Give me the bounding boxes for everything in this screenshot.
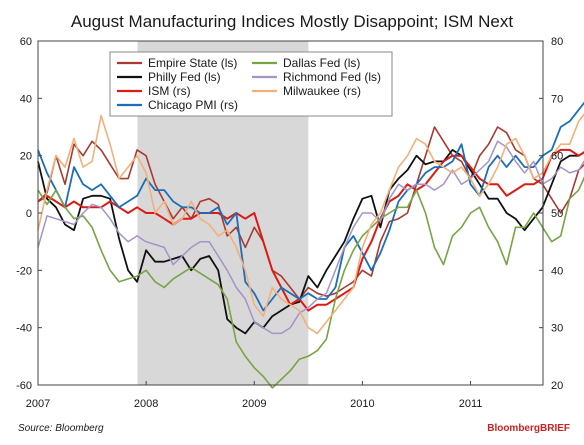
right-tick-label: 20	[551, 380, 563, 392]
right-tick-label: 70	[551, 93, 563, 105]
brand-logo: BloombergBRIEF	[487, 423, 570, 434]
left-tick-label: 40	[20, 93, 32, 105]
series-line-3	[37, 101, 584, 312]
left-tick-label: -20	[16, 265, 32, 277]
legend-label: Milwaukee (rs)	[283, 84, 361, 98]
left-tick-label: -60	[16, 380, 32, 392]
x-tick-label: 2010	[350, 398, 374, 410]
legend-label: Richmond Fed (ls)	[283, 70, 381, 84]
x-tick-label: 2011	[459, 398, 483, 410]
left-tick-label: 0	[26, 208, 32, 220]
right-tick-label: 40	[551, 265, 563, 277]
x-tick-label: 2008	[134, 398, 158, 410]
legend: Empire State (ls) Dallas Fed (ls) Philly F…	[109, 51, 393, 117]
left-tick-label: 60	[20, 36, 32, 48]
legend-box	[109, 51, 393, 117]
x-tick-label: 2009	[242, 398, 266, 410]
right-tick-label: 30	[551, 323, 563, 335]
series-line-2	[37, 148, 584, 312]
legend-label: Dallas Fed (ls)	[283, 56, 360, 70]
legend-label: Philly Fed (ls)	[148, 70, 221, 84]
left-tick-label: 20	[20, 151, 32, 163]
left-tick-label: -40	[16, 323, 32, 335]
x-tick-label: 2007	[26, 398, 50, 410]
right-tick-label: 50	[551, 208, 563, 220]
legend-label: ISM (rs)	[148, 84, 191, 98]
right-tick-label: 80	[551, 36, 563, 48]
legend-label: Empire State (ls)	[148, 56, 237, 70]
series-line-5	[37, 140, 584, 335]
series-line-4	[37, 176, 584, 389]
source-note: Source: Bloomberg	[18, 423, 104, 434]
legend-label: Chicago PMI (rs)	[148, 98, 238, 112]
series-line-6	[37, 113, 584, 335]
chart-title: August Manufacturing Indices Mostly Disa…	[71, 12, 513, 31]
right-tick-label: 60	[551, 151, 563, 163]
